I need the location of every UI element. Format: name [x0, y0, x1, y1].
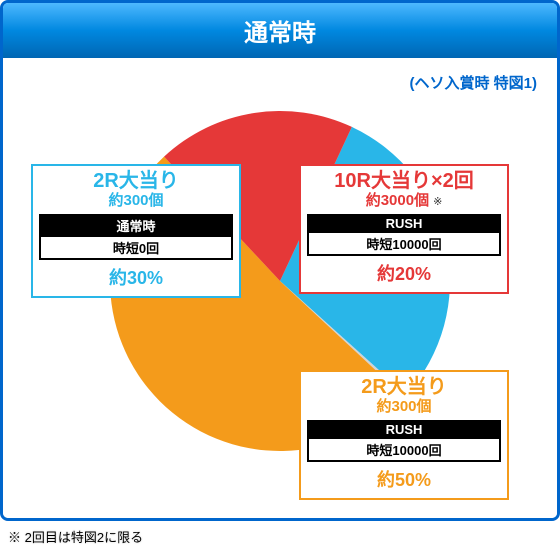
callout-orange: 2R大当り 約300個 RUSH 時短10000回 約50%	[299, 370, 509, 500]
callout-red: 10R大当り×2回 約3000個 ※ RUSH 時短10000回 約20%	[299, 164, 509, 294]
callout-mode-band: 通常時 時短0回	[39, 214, 233, 260]
callout-pct: 約50%	[305, 466, 503, 492]
callout-sub: 約300個	[37, 192, 235, 210]
callout-sub-note: ※	[433, 196, 442, 208]
subtitle: (ヘソ入賞時 特図1)	[13, 68, 547, 101]
panel: 通常時 (ヘソ入賞時 特図1) 2R大当り 約300個 通常時 時短0回 約30…	[0, 0, 560, 521]
footnote: ※ 2回目は特図2に限る	[0, 521, 560, 552]
panel-title: 通常時	[244, 20, 316, 47]
panel-body: (ヘソ入賞時 特図1) 2R大当り 約300個 通常時 時短0回 約30% 10…	[3, 58, 557, 518]
callout-mode-band: RUSH 時短10000回	[307, 214, 501, 256]
callout-mode: 通常時	[41, 216, 231, 235]
callout-mode-band: RUSH 時短10000回	[307, 420, 501, 462]
callout-jitan: 時短10000回	[309, 233, 499, 254]
callout-title: 2R大当り	[37, 170, 235, 192]
callout-mode: RUSH	[309, 422, 499, 437]
callout-title: 2R大当り	[305, 376, 503, 398]
callout-cyan: 2R大当り 約300個 通常時 時短0回 約30%	[31, 164, 241, 298]
callout-sub: 約300個	[305, 398, 503, 416]
callout-sub: 約3000個	[366, 192, 429, 209]
callout-jitan: 時短10000回	[309, 439, 499, 460]
callout-jitan: 時短0回	[41, 237, 231, 258]
panel-header: 通常時	[3, 3, 557, 58]
callout-mode: RUSH	[309, 216, 499, 231]
callout-pct: 約20%	[305, 260, 503, 286]
callout-title: 10R大当り×2回	[305, 170, 503, 192]
callout-pct: 約30%	[37, 264, 235, 290]
